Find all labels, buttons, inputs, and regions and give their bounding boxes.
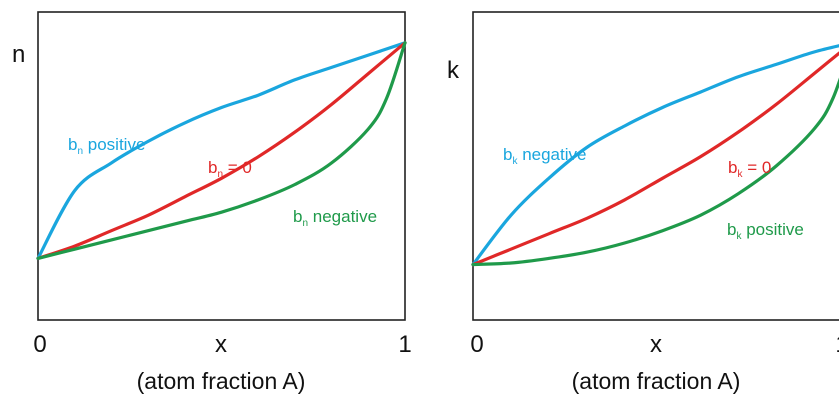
- series-line-2: [471, 51, 839, 267]
- x-tick-label-1: 1: [398, 331, 411, 358]
- x-axis-symbol: x: [650, 331, 662, 358]
- x-axis-label: (atom fraction A): [137, 368, 306, 394]
- x-tick-label-0: 0: [33, 331, 46, 358]
- series-line-1: [471, 44, 839, 267]
- series-line-2: [36, 41, 407, 260]
- series-label-3: bk positive: [727, 220, 804, 242]
- plot-frame: [472, 11, 839, 321]
- series-label-1: bk negative: [503, 145, 586, 167]
- y-axis-label: k: [447, 57, 460, 84]
- series-line-3: [36, 41, 407, 260]
- series-label-3: bn negative: [293, 207, 377, 229]
- panel-extinction-coefficient-k: bk negative bk = 0 bk positive k 0 1 x (atom fr…: [447, 11, 839, 394]
- series-line-1: [36, 41, 407, 260]
- y-axis-label: n: [12, 41, 25, 68]
- series-label-2: bk = 0: [728, 158, 771, 180]
- x-tick-label-1: 1: [835, 331, 839, 358]
- series-label-2: bn = 0: [208, 158, 252, 180]
- plot-frame: [37, 11, 406, 321]
- panel-refractive-index-n: bn positive bn = 0 bn negative n 0 1 x (atom fr…: [12, 11, 412, 394]
- series-line-3: [471, 77, 839, 267]
- x-tick-label-0: 0: [470, 331, 483, 358]
- x-axis-label: (atom fraction A): [572, 368, 741, 394]
- x-axis-symbol: x: [215, 331, 227, 358]
- series-label-1: bn positive: [68, 135, 145, 157]
